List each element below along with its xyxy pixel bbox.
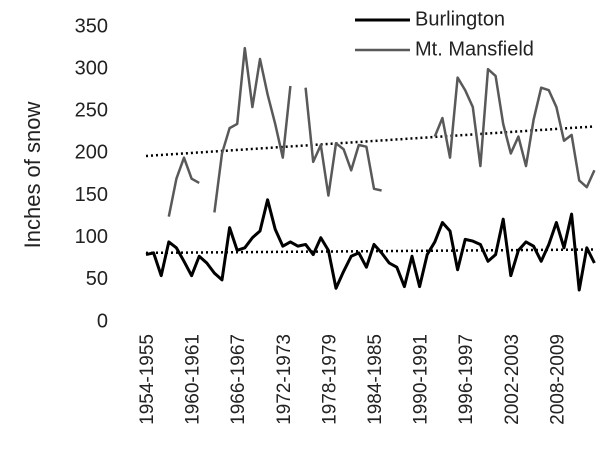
x-tick-label: 1978-1979 <box>319 334 340 425</box>
y-tick-label: 250 <box>75 100 108 122</box>
x-tick-label: 2002-2003 <box>502 334 523 425</box>
legend-label: Burlington <box>415 8 505 30</box>
y-tick-label: 50 <box>86 268 108 290</box>
y-tick-label: 350 <box>75 15 108 37</box>
x-tick-label: 1996-1997 <box>456 334 477 425</box>
x-tick-label: 1954-1955 <box>137 334 158 425</box>
y-tick-label: 200 <box>75 142 108 164</box>
y-tick-label: 300 <box>75 57 108 79</box>
x-tick-label: 1984-1985 <box>365 334 386 425</box>
y-tick-label: 0 <box>97 310 108 332</box>
legend-label: Mt. Mansfield <box>415 38 534 60</box>
y-tick-label: 100 <box>75 226 108 248</box>
series-line <box>145 198 596 292</box>
x-tick-label: 1960-1961 <box>183 334 204 425</box>
series-line <box>167 46 596 217</box>
x-tick-label: 1972-1973 <box>274 334 295 425</box>
x-tick-label: 1966-1967 <box>228 334 249 425</box>
y-tick-label: 150 <box>75 184 108 206</box>
x-tick-label: 2008-2009 <box>547 334 568 425</box>
x-tick-label: 1990-1991 <box>411 334 432 425</box>
y-axis-title: Inches of snow <box>20 102 45 249</box>
